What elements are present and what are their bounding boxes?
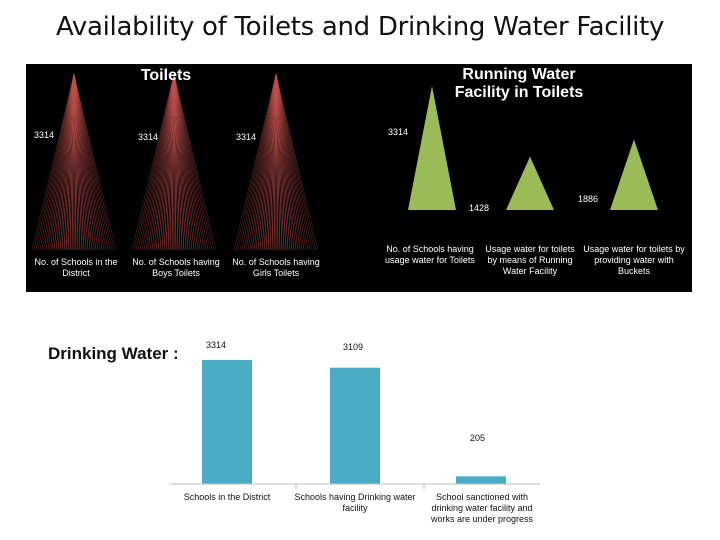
toilets-category-label-3: No. of Schools having Girls Toilets: [232, 257, 320, 278]
drinking-bar-1: [202, 360, 252, 484]
drinking-bar-2: [330, 367, 380, 484]
drink-category-label-3: School sanctioned with drinking water fa…: [430, 492, 534, 524]
toilets-value-label-2: 3314: [138, 132, 159, 142]
drink-value-label-1: 3314: [206, 340, 227, 350]
running-water-chart-title: Running Water Facility in Toilets: [454, 66, 584, 101]
toilets-bar-1: [31, 73, 117, 251]
water-bar-1: [408, 86, 456, 210]
drink-value-label-2: 3109: [343, 342, 364, 352]
toilets-value-label-1: 3314: [34, 130, 55, 140]
running-water-chart-panel: Running Water Facility in Toilets 3314 1…: [372, 64, 692, 292]
toilets-chart-svg: [31, 73, 319, 251]
toilets-chart-panel: Toilets 3314 3314 3314 No. of Schools in…: [26, 64, 372, 292]
water-category-label-2: Usage water for toilets by means of Runn…: [485, 244, 575, 276]
slide-title: Availability of Toilets and Drinking Wat…: [55, 12, 665, 42]
water-bar-2: [506, 156, 554, 210]
toilets-value-label-3: 3314: [236, 132, 257, 142]
water-value-label-1: 3314: [388, 127, 409, 137]
drink-category-label-1: Schools in the District: [183, 492, 271, 502]
toilets-category-label-1: No. of Schools in the District: [34, 257, 118, 278]
running-water-chart-svg: [408, 86, 658, 210]
toilets-bar-2: [131, 73, 217, 251]
drink-category-label-2: Schools having Drinking water facility: [294, 492, 416, 513]
water-category-label-1: No. of Schools having usage water for To…: [385, 244, 475, 265]
toilets-chart-title: Toilets: [140, 67, 192, 84]
water-category-label-3: Usage water for toilets by providing wat…: [583, 244, 685, 276]
drinking-water-chart-title: Drinking Water :: [48, 344, 179, 363]
toilets-category-label-2: No. of Schools having Boys Toilets: [132, 257, 220, 278]
drink-value-label-3: 205: [470, 433, 486, 443]
water-value-label-3: 1886: [578, 194, 599, 204]
drinking-bar-3: [456, 476, 506, 484]
toilets-bar-3: [233, 73, 319, 251]
water-value-label-2: 1428: [469, 203, 490, 213]
water-bar-3: [610, 139, 658, 210]
